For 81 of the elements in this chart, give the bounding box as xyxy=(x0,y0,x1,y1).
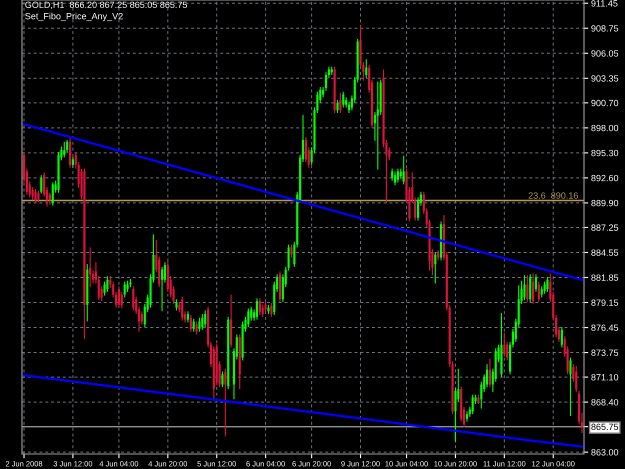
line-series xyxy=(22,123,584,281)
candlestick xyxy=(126,280,129,292)
candlestick xyxy=(192,318,195,332)
y-tick-label: 906.05 xyxy=(591,50,618,57)
y-tick-label: 889.90 xyxy=(591,200,618,206)
candlestick xyxy=(72,156,74,168)
y-tick-label: 908.75 xyxy=(591,25,618,32)
candlestick xyxy=(52,182,54,206)
candlestick xyxy=(201,314,204,330)
candlestick xyxy=(503,332,506,358)
y-tick-label: 873.75 xyxy=(591,350,618,356)
y-tick-label: 903.35 xyxy=(591,75,618,82)
y-tick-label: 911.45 xyxy=(591,0,618,7)
candlestick xyxy=(526,274,528,303)
candlestick xyxy=(523,274,526,301)
y-tick-label: 895.30 xyxy=(591,150,618,156)
candlestick xyxy=(68,138,72,168)
chart-title: GOLD,H1 866.20 867.25 865.05 865.75 xyxy=(25,2,188,10)
candlestick xyxy=(365,58,368,78)
candlestick xyxy=(140,310,144,325)
candlestick xyxy=(290,244,293,258)
candlestick xyxy=(63,141,66,158)
candlestick xyxy=(118,286,120,308)
candlestick xyxy=(186,310,190,323)
candlestick xyxy=(544,281,546,294)
line-series xyxy=(22,374,584,448)
candlestick xyxy=(40,174,42,194)
candlestick xyxy=(160,266,164,312)
candlestick xyxy=(256,298,258,320)
candlestick xyxy=(529,274,532,303)
y-tick-label: 898.00 xyxy=(591,124,618,132)
candlestick xyxy=(106,276,108,292)
candlestick xyxy=(466,410,468,422)
y-tick-label: 881.85 xyxy=(591,274,618,281)
candlestick xyxy=(264,300,267,313)
candlestick xyxy=(560,326,563,348)
candlestick xyxy=(198,317,201,332)
candlestick xyxy=(532,272,534,304)
candlestick xyxy=(402,155,405,185)
y-tick-label: 879.15 xyxy=(591,299,618,306)
candlestick xyxy=(89,246,92,288)
candlestick xyxy=(342,91,344,108)
candlestick xyxy=(132,286,134,311)
candlestick xyxy=(376,80,379,170)
candlestick xyxy=(190,314,192,332)
y-tick-label: 863.00 xyxy=(591,449,618,456)
candlestick xyxy=(546,276,549,292)
candlestick xyxy=(204,310,206,328)
candlestick xyxy=(394,170,396,186)
candlestick xyxy=(569,357,572,417)
candlestick xyxy=(391,168,394,182)
candlestick xyxy=(336,100,339,114)
candlestick xyxy=(486,364,488,388)
candlestick xyxy=(339,92,342,114)
text: Set_Fibo_Price_Any_V2 xyxy=(25,12,123,22)
candlestick xyxy=(221,370,224,388)
candlestick xyxy=(247,308,250,328)
y-tick-label: 884.55 xyxy=(591,249,618,256)
candlestick xyxy=(224,368,226,437)
y-tick-label: 892.60 xyxy=(591,174,618,182)
candlestick xyxy=(267,304,270,315)
y-tick-label: 868.40 xyxy=(591,399,618,406)
y-tick-label: 887.25 xyxy=(591,224,618,231)
y-tick-label: 876.45 xyxy=(591,324,618,331)
candlestick xyxy=(258,298,261,316)
candlestick xyxy=(37,190,40,203)
candlestick xyxy=(534,274,538,292)
candlestick xyxy=(437,250,440,261)
candlestick xyxy=(175,298,178,311)
candlestick xyxy=(540,286,543,298)
candlestick xyxy=(538,281,540,303)
ref-line-label: 23.6 890.16 xyxy=(528,192,578,199)
y-tick-label: 865.75 xyxy=(591,424,618,430)
candlestick xyxy=(48,192,51,206)
candlestick xyxy=(124,281,126,298)
candlestick xyxy=(434,251,436,284)
candlestick xyxy=(181,296,184,322)
candlestick xyxy=(472,394,474,415)
candlestick xyxy=(488,358,492,388)
y-tick-label: 871.10 xyxy=(591,374,618,380)
y-tick-label: 900.70 xyxy=(591,100,618,106)
